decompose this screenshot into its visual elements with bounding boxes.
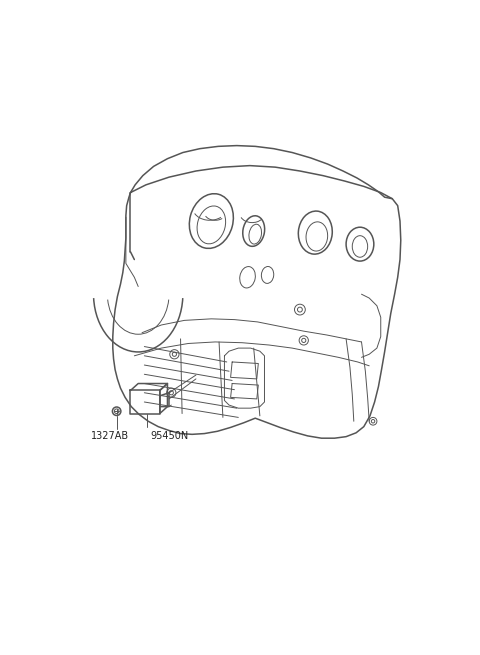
Text: 95450N: 95450N xyxy=(151,431,189,441)
Text: 1327AB: 1327AB xyxy=(90,431,129,441)
